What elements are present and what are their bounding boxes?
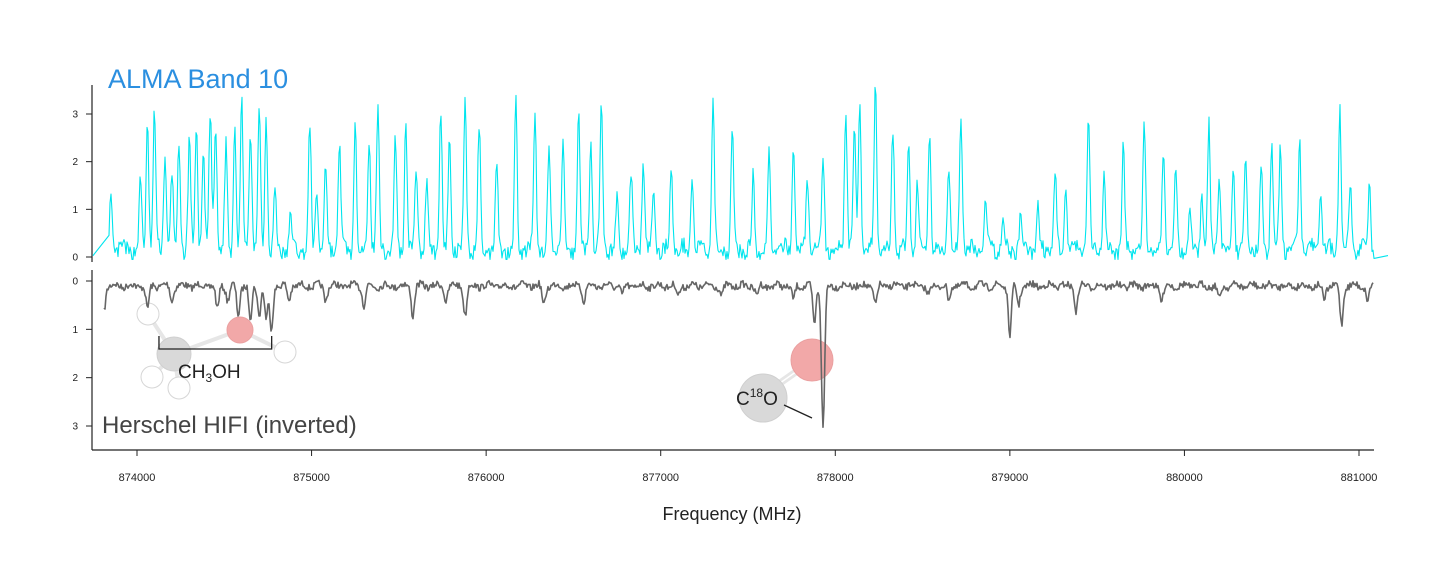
hifi-y-tick-label: 3 — [72, 422, 78, 433]
hifi-y-tick-label: 2 — [72, 373, 78, 384]
hifi-series-label: Herschel HIFI (inverted) — [102, 412, 357, 439]
ch3oh-bracket — [158, 336, 273, 350]
axis-ticks: 0 1 2 3 0 1 2 3 874000 875000 876000 877000 878000 87… — [72, 110, 1377, 485]
x-tick-label: 875000 — [293, 472, 330, 484]
hydrogen-atom — [140, 365, 164, 389]
x-tick-label: 879000 — [991, 472, 1028, 484]
carbon-atom — [738, 373, 788, 423]
molecule-illustrations — [136, 302, 834, 423]
alma-series-label: ALMA Band 10 — [108, 64, 288, 94]
annotation-layer: CH3OH C18O — [158, 336, 813, 419]
oxygen-atom — [790, 338, 834, 382]
x-tick-label: 876000 — [468, 472, 505, 484]
hifi-series-line — [103, 279, 1374, 428]
series-layer — [92, 86, 1389, 428]
hifi-y-tick-label: 1 — [72, 325, 78, 336]
alma-y-tick-label: 3 — [72, 110, 78, 121]
alma-y-tick-label: 2 — [72, 157, 78, 168]
hifi-y-tick-label: 0 — [72, 277, 78, 288]
x-tick-label: 881000 — [1341, 472, 1378, 484]
x-tick-label: 874000 — [119, 472, 156, 484]
carbon-atom — [156, 336, 192, 372]
c18o-label: C18O — [736, 386, 778, 410]
x-tick-label: 880000 — [1166, 472, 1203, 484]
x-tick-label: 877000 — [642, 472, 679, 484]
alma-y-tick-label: 1 — [72, 205, 78, 216]
x-tick-label: 878000 — [817, 472, 854, 484]
hydrogen-atom — [167, 376, 191, 400]
hydrogen-atom — [273, 340, 297, 364]
x-axis-title: Frequency (MHz) — [662, 504, 801, 524]
oxygen-atom — [226, 316, 254, 344]
alma-series-line — [92, 86, 1389, 260]
ch3oh-label: CH3OH — [178, 362, 241, 385]
alma-y-tick-label: 0 — [72, 253, 78, 264]
c18o-pointer — [783, 404, 813, 419]
